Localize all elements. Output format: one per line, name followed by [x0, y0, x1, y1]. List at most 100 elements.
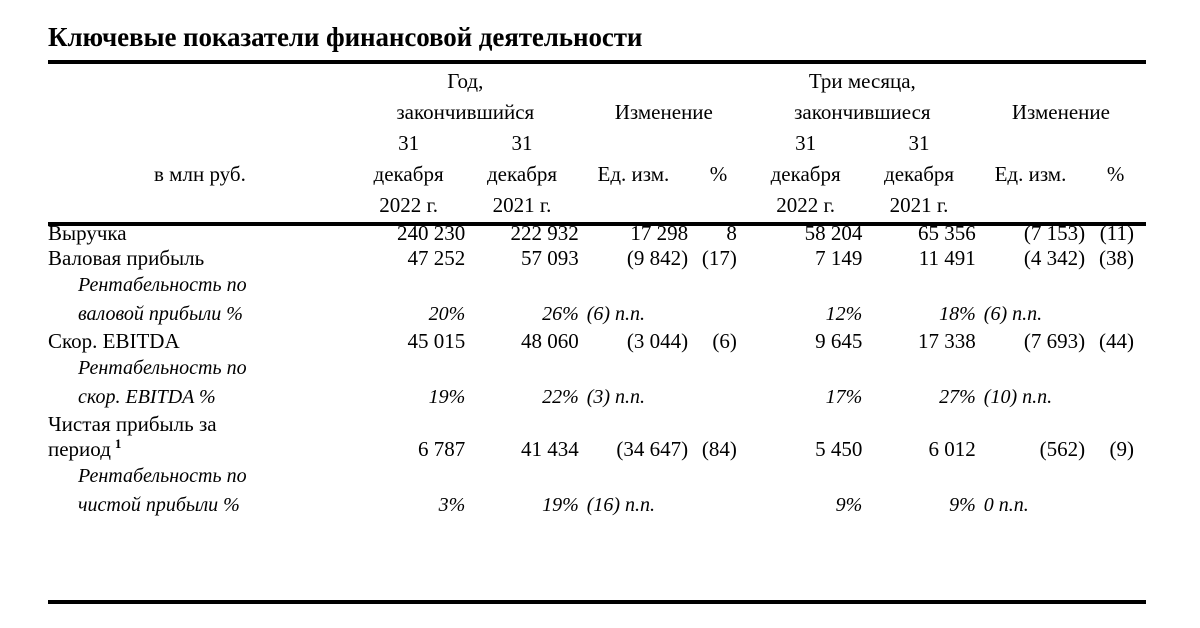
cell-ebitda-margin-year-change-abs: (3) п.п.	[586, 386, 646, 408]
cell-gross-profit-year-change-pct: (17)	[701, 246, 737, 270]
table-row: Выручка 240 230 222 932 17 298 8 58 204 …	[48, 221, 1146, 246]
row-label-gross-margin-line2: валовой прибыли %	[78, 303, 243, 325]
cell-ebitda-margin-q2021: 27%	[939, 386, 976, 408]
header-year2021-month: декабря	[486, 162, 558, 186]
cell-revenue-q-change-abs: (7 153)	[1023, 221, 1086, 245]
cell-revenue-q-change-pct: (11)	[1099, 221, 1134, 245]
cell-net-margin-year2021: 19%	[542, 494, 579, 516]
header-year2021-day: 31	[511, 131, 533, 155]
table-row: Валовая прибыль 47 252 57 093 (9 842) (1…	[48, 246, 1146, 271]
cell-net-margin-q2021: 9%	[949, 494, 976, 516]
cell-gross-margin-q-change-abs: (6) п.п.	[983, 303, 1043, 325]
header-year2021-year: 2021 г.	[492, 193, 552, 217]
header-spacer-5	[1085, 190, 1146, 221]
header-units-label: в млн руб.	[154, 162, 246, 186]
header-year2022-year: 2022 г.	[379, 193, 438, 217]
cell-net-profit-q2021: 6 012	[928, 437, 976, 461]
cell-net-profit-year-change-pct: (84)	[701, 437, 737, 461]
header-quarter-change-unit: Ед. изм.	[994, 162, 1067, 186]
cell-adj-ebitda-year-change-abs: (3 044)	[626, 329, 689, 353]
row-label-gross-margin-line1: Рентабельность по	[78, 274, 247, 296]
title-block: Ключевые показатели финансовой деятельно…	[48, 20, 1146, 54]
table-row: Чистая прибыль за период 1 6 787 41 434 (…	[48, 412, 1146, 462]
row-label-net-margin: Рентабельность по чистой прибыли %	[48, 462, 352, 520]
header-q2021-month: декабря	[884, 162, 955, 186]
cell-adj-ebitda-q2021: 17 338	[918, 329, 976, 353]
cell-gross-profit-year2021: 57 093	[520, 246, 579, 270]
row-label-net-profit-line1: Чистая прибыль за	[48, 412, 217, 436]
cell-adj-ebitda-year2022: 45 015	[407, 329, 466, 353]
row-label-adj-ebitda: Скор. EBITDA	[48, 329, 180, 353]
cell-revenue-year-change-abs: 17 298	[630, 221, 689, 245]
header-group-quarter-line1: Три месяца,	[808, 69, 916, 93]
header-separator-rule	[48, 222, 1146, 226]
header-q2022-year: 2022 г.	[776, 193, 835, 217]
row-label-gross-margin: Рентабельность по валовой прибыли %	[48, 271, 352, 329]
cell-gross-margin-year2022: 20%	[428, 303, 466, 325]
header-row-year: 2022 г. 2021 г. 2022 г. 2021 г.	[48, 190, 1146, 221]
cell-gross-margin-year-change-abs: (6) п.п.	[586, 303, 646, 325]
financial-highlights-table: в млн руб. Год, Изменение Три месяца, Из…	[48, 66, 1146, 520]
cell-ebitda-margin-year2022: 19%	[428, 386, 466, 408]
table-body: Выручка 240 230 222 932 17 298 8 58 204 …	[48, 221, 1146, 520]
cell-revenue-q2021: 65 356	[918, 221, 976, 245]
header-year2022-day: 31	[398, 131, 420, 155]
header-spacer-4	[976, 190, 1085, 221]
header-q2022-month: декабря	[770, 162, 841, 186]
cell-revenue-year2022: 240 230	[397, 221, 466, 245]
row-label-ebitda-margin-line1: Рентабельность по	[78, 357, 247, 379]
header-year-change-pct: %	[709, 162, 728, 186]
cell-gross-profit-q2022: 7 149	[815, 246, 863, 270]
header-spacer-3	[688, 190, 749, 221]
cell-net-margin-year-change-abs: (16) п.п.	[586, 494, 656, 516]
table-row: Скор. EBITDA 45 015 48 060 (3 044) (6) 9…	[48, 329, 1146, 354]
page-title: Ключевые показатели финансовой деятельно…	[48, 22, 643, 52]
footnote-marker: 1	[114, 436, 122, 451]
header-q2021-day: 31	[908, 131, 930, 155]
cell-adj-ebitda-q-change-pct: (44)	[1099, 329, 1134, 353]
cell-net-margin-year2022: 3%	[438, 494, 466, 516]
cell-gross-margin-year2021: 26%	[542, 303, 579, 325]
row-label-net-profit: Чистая прибыль за период 1	[48, 412, 352, 462]
cell-net-margin-q2022: 9%	[835, 494, 863, 516]
header-change-year: Изменение	[614, 100, 713, 124]
header-row-group-line2: закончившийся закончившиеся	[48, 97, 1146, 128]
cell-gross-profit-q-change-pct: (38)	[1099, 246, 1134, 270]
cell-net-profit-year2022: 6 787	[418, 437, 466, 461]
row-label-net-profit-line2: период	[48, 437, 111, 461]
header-row-month: декабря декабря декабря декабря	[48, 159, 1146, 190]
cell-adj-ebitda-year-change-pct: (6)	[712, 329, 737, 353]
cell-adj-ebitda-year2021: 48 060	[520, 329, 579, 353]
table-row: Рентабельность по скор. EBITDA % 19% 22%…	[48, 354, 1146, 412]
cell-revenue-q2022: 58 204	[804, 221, 863, 245]
cell-net-profit-year-change-abs: (34 647)	[616, 437, 689, 461]
header-q2021-year: 2021 г.	[889, 193, 949, 217]
cell-adj-ebitda-q-change-abs: (7 693)	[1023, 329, 1086, 353]
cell-net-profit-q2022: 5 450	[815, 437, 863, 461]
header-group-year-line2: закончившийся	[396, 100, 535, 124]
cell-net-profit-year2021: 41 434	[520, 437, 579, 461]
header-year2022-month: декабря	[373, 162, 444, 186]
header-row-day: 31 31 Ед. изм. % 31 31 Ед. изм. %	[48, 128, 1146, 186]
cell-ebitda-margin-q2022: 17%	[825, 386, 863, 408]
cell-net-profit-q-change-pct: (9)	[1109, 437, 1135, 461]
cell-gross-margin-q2022: 12%	[825, 303, 863, 325]
header-quarter-change-pct: %	[1106, 162, 1125, 186]
header-year-change-unit: Ед. изм.	[597, 162, 670, 186]
row-label-revenue: Выручка	[48, 221, 127, 245]
cell-gross-profit-q-change-abs: (4 342)	[1023, 246, 1086, 270]
cell-revenue-year2021: 222 932	[510, 221, 579, 245]
table-bottom-rule	[48, 600, 1146, 604]
cell-gross-profit-year2022: 47 252	[407, 246, 466, 270]
table-row: Рентабельность по валовой прибыли % 20% …	[48, 271, 1146, 329]
cell-adj-ebitda-q2022: 9 645	[815, 329, 863, 353]
cell-net-profit-q-change-abs: (562)	[1039, 437, 1086, 461]
row-label-gross-profit: Валовая прибыль	[48, 246, 205, 270]
header-group-quarter-line2: закончившиеся	[794, 100, 931, 124]
header-change-quarter: Изменение	[1011, 100, 1110, 124]
header-row-group: в млн руб. Год, Изменение Три месяца, Из…	[48, 66, 1146, 186]
cell-net-margin-q-change-abs: 0 п.п.	[983, 494, 1029, 516]
row-label-net-margin-line1: Рентабельность по	[78, 465, 247, 487]
cell-gross-profit-q2021: 11 491	[918, 246, 976, 270]
